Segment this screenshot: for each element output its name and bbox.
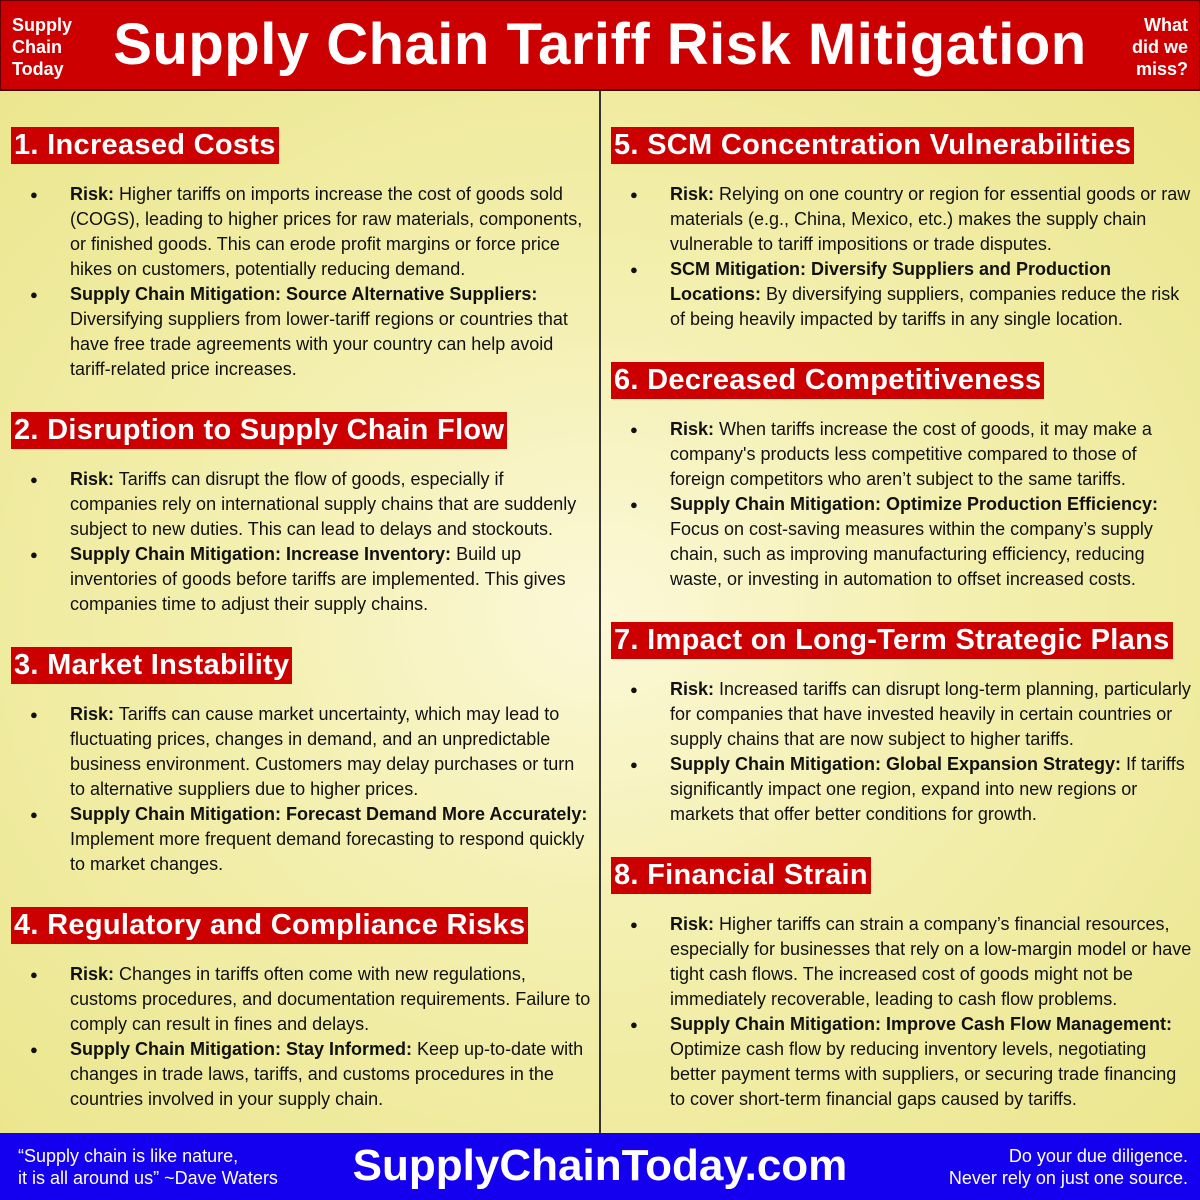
item-label: Risk: — [670, 679, 715, 699]
section-heading: 1. Increased Costs — [11, 127, 279, 164]
item-text: Tariffs can disrupt the flow of goods, e… — [70, 469, 577, 539]
column-divider — [599, 91, 601, 1133]
item-text: Tariffs can cause market uncertainty, wh… — [70, 704, 575, 799]
item-text: Optimize cash flow by reducing inventory… — [670, 1039, 1177, 1109]
bullet-list: Risk: When tariffs increase the cost of … — [611, 417, 1191, 592]
item-text: Implement more frequent demand forecasti… — [70, 829, 585, 874]
disclaimer-line: Never rely on just one source. — [948, 1168, 1188, 1188]
section-3: 3. Market Instability Risk: Tariffs can c… — [11, 647, 591, 877]
bullet-list: Risk: Changes in tariffs often come with… — [11, 962, 591, 1112]
section-heading: 5. SCM Concentration Vulnerabilities — [611, 127, 1135, 164]
section-4: 4. Regulatory and Compliance Risks Risk: … — [11, 907, 591, 1112]
item-text: If tariffs significantly impact one regi… — [670, 754, 1185, 824]
item-text: Changes in tariffs often come with new r… — [70, 964, 591, 1034]
section-5: 5. SCM Concentration Vulnerabilities Risk… — [611, 127, 1191, 332]
header-banner: Supply Chain Today Supply Chain Tariff R… — [0, 0, 1200, 91]
bullet-list: Risk: Tariffs can cause market uncertain… — [11, 702, 591, 877]
item-text: Relying on one country or region for ess… — [670, 184, 1191, 254]
list-item: Risk: Tariffs can disrupt the flow of go… — [11, 467, 591, 542]
page-title: Supply Chain Tariff Risk Mitigation — [113, 12, 1087, 77]
footer-quote: “Supply chain is like nature, it is all … — [18, 1145, 278, 1189]
brand-line: Today — [12, 59, 64, 79]
list-item: Supply Chain Mitigation: Stay Informed: … — [11, 1037, 591, 1112]
list-item: Supply Chain Mitigation: Increase Invent… — [11, 542, 591, 617]
section-6: 6. Decreased Competitiveness Risk: When t… — [611, 362, 1191, 592]
section-heading: 3. Market Instability — [11, 647, 293, 684]
item-label: Risk: — [70, 184, 115, 204]
bullet-list: Risk: Higher tariffs can strain a compan… — [611, 912, 1196, 1112]
list-item: Supply Chain Mitigation: Optimize Produc… — [611, 492, 1191, 592]
section-8: 8. Financial Strain Risk: Higher tariffs … — [611, 857, 1196, 1112]
list-item: Risk: Higher tariffs can strain a compan… — [611, 912, 1196, 1012]
item-text: By diversifying suppliers, companies red… — [670, 284, 1180, 329]
quote-line: “Supply chain is like nature, — [18, 1146, 239, 1166]
item-label: Supply Chain Mitigation: Source Alternat… — [70, 284, 538, 304]
list-item: Supply Chain Mitigation: Forecast Demand… — [11, 802, 591, 877]
item-text: Diversifying suppliers from lower-tariff… — [70, 309, 568, 379]
item-label: Risk: — [670, 419, 715, 439]
list-item: SCM Mitigation: Diversify Suppliers and … — [611, 257, 1191, 332]
item-text: When tariffs increase the cost of goods,… — [670, 419, 1152, 489]
miss-line: What — [1144, 15, 1188, 35]
section-7: 7. Impact on Long-Term Strategic Plans Ri… — [611, 622, 1191, 827]
list-item: Supply Chain Mitigation: Global Expansio… — [611, 752, 1191, 827]
list-item: Risk: Changes in tariffs often come with… — [11, 962, 591, 1037]
miss-line: did we — [1131, 37, 1188, 57]
list-item: Supply Chain Mitigation: Improve Cash Fl… — [611, 1012, 1196, 1112]
item-label: Risk: — [70, 469, 115, 489]
item-label: Risk: — [670, 184, 715, 204]
list-item: Supply Chain Mitigation: Source Alternat… — [11, 282, 591, 382]
item-text: Higher tariffs can strain a company’s fi… — [670, 914, 1192, 1009]
item-label: Supply Chain Mitigation: Global Expansio… — [670, 754, 1122, 774]
list-item: Risk: Relying on one country or region f… — [611, 182, 1191, 257]
item-text: Increased tariffs can disrupt long-term … — [670, 679, 1191, 749]
item-text: Higher tariffs on imports increase the c… — [70, 184, 583, 279]
brand-label: Supply Chain Today — [12, 14, 72, 80]
footer-disclaimer: Do your due diligence. Never rely on jus… — [949, 1145, 1188, 1189]
item-label: SCM Mitigation: Diversify Suppliers and … — [670, 259, 1112, 304]
item-label: Risk: — [70, 964, 115, 984]
bullet-list: Risk: Higher tariffs on imports increase… — [11, 182, 591, 382]
section-heading: 2. Disruption to Supply Chain Flow — [11, 412, 508, 449]
item-label: Risk: — [670, 914, 715, 934]
section-1: 1. Increased Costs Risk: Higher tariffs o… — [11, 127, 591, 382]
item-label: Supply Chain Mitigation: Increase Invent… — [70, 544, 452, 564]
item-label: Supply Chain Mitigation: Stay Informed: — [70, 1039, 412, 1059]
list-item: Risk: Higher tariffs on imports increase… — [11, 182, 591, 282]
item-label: Supply Chain Mitigation: Forecast Demand… — [70, 804, 588, 824]
item-text: Focus on cost-saving measures within the… — [670, 519, 1153, 589]
item-label: Supply Chain Mitigation: Optimize Produc… — [670, 494, 1159, 514]
bullet-list: Risk: Tariffs can disrupt the flow of go… — [11, 467, 591, 617]
disclaimer-line: Do your due diligence. — [1008, 1146, 1188, 1166]
bullet-list: Risk: Increased tariffs can disrupt long… — [611, 677, 1191, 827]
miss-line: miss? — [1135, 59, 1188, 79]
website-link[interactable]: SupplyChainToday.com — [352, 1141, 848, 1190]
brand-line: Chain — [12, 37, 63, 57]
section-2: 2. Disruption to Supply Chain Flow Risk: … — [11, 412, 591, 617]
section-heading: 7. Impact on Long-Term Strategic Plans — [611, 622, 1173, 659]
section-heading: 4. Regulatory and Compliance Risks — [11, 907, 529, 944]
section-heading: 8. Financial Strain — [611, 857, 871, 894]
quote-line: it is all around us” ~Dave Waters — [18, 1168, 278, 1188]
item-text: Build up inventories of goods before tar… — [70, 544, 566, 614]
brand-line: Supply — [12, 15, 73, 35]
footer-banner: “Supply chain is like nature, it is all … — [0, 1133, 1200, 1200]
what-did-we-miss: What did we miss? — [1132, 14, 1188, 80]
item-label: Risk: — [70, 704, 115, 724]
list-item: Risk: Increased tariffs can disrupt long… — [611, 677, 1191, 752]
list-item: Risk: When tariffs increase the cost of … — [611, 417, 1191, 492]
item-label: Supply Chain Mitigation: Improve Cash Fl… — [670, 1014, 1173, 1034]
bullet-list: Risk: Relying on one country or region f… — [611, 182, 1191, 332]
section-heading: 6. Decreased Competitiveness — [611, 362, 1045, 399]
list-item: Risk: Tariffs can cause market uncertain… — [11, 702, 591, 802]
item-text: Keep up-to-date with changes in trade la… — [70, 1039, 584, 1109]
